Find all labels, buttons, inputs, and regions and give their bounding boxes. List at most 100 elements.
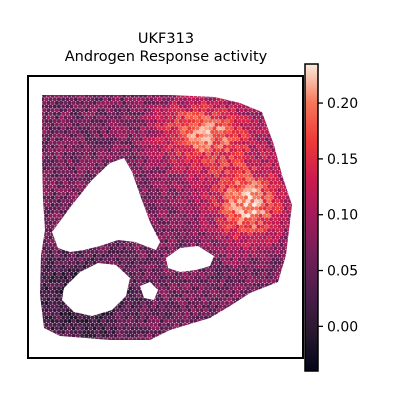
tissue-spot xyxy=(266,337,272,340)
tissue-spot xyxy=(176,224,181,229)
tissue-spot xyxy=(56,308,62,313)
tissue-spot xyxy=(231,217,236,222)
tissue-spot xyxy=(161,213,167,218)
tissue-spot xyxy=(182,337,188,340)
tissue-spot xyxy=(157,330,162,335)
tissue-spot xyxy=(111,242,116,247)
tissue-spot xyxy=(245,213,251,218)
tissue-spot xyxy=(212,315,217,320)
tissue-spot xyxy=(214,297,219,302)
tissue-spot xyxy=(46,95,51,98)
tissue-spot xyxy=(59,311,64,316)
tissue-spot xyxy=(138,129,143,135)
tissue-spot xyxy=(122,268,127,273)
tissue-spot xyxy=(65,322,70,327)
tissue-spot xyxy=(92,159,97,164)
tissue-spot xyxy=(63,108,68,113)
tissue-spot xyxy=(67,333,72,338)
tissue-spot xyxy=(178,184,183,189)
tissue-spot xyxy=(275,220,280,225)
tissue-spot xyxy=(84,260,89,265)
tissue-spot xyxy=(241,337,246,340)
tissue-spot xyxy=(218,289,223,295)
tissue-spot xyxy=(254,126,259,131)
tissue-spot xyxy=(132,155,137,160)
tissue-spot xyxy=(275,191,280,196)
tissue-spot xyxy=(241,271,246,276)
tissue-spot xyxy=(128,97,133,102)
tissue-spot xyxy=(153,300,158,306)
tissue-spot xyxy=(193,224,198,229)
tissue-spot xyxy=(260,246,265,251)
tissue-spot xyxy=(199,293,204,298)
tissue-spot xyxy=(258,111,263,116)
tissue-spot xyxy=(124,140,129,145)
tissue-spot xyxy=(199,177,204,182)
tissue-spot xyxy=(231,202,236,207)
tissue-spot xyxy=(54,100,60,105)
tissue-spot xyxy=(203,104,209,109)
tissue-spot xyxy=(203,148,209,153)
tissue-spot xyxy=(239,260,244,265)
tissue-spot xyxy=(233,330,238,335)
tissue-spot xyxy=(233,126,238,131)
tissue-spot xyxy=(281,100,286,105)
tissue-spot xyxy=(82,140,87,145)
tissue-spot xyxy=(56,206,62,211)
tissue-spot xyxy=(222,231,227,236)
tissue-spot xyxy=(164,246,169,251)
tissue-spot xyxy=(54,115,60,120)
tissue-spot xyxy=(243,144,248,149)
tissue-spot xyxy=(161,133,167,138)
tissue-spot xyxy=(90,97,95,102)
tissue-spot xyxy=(40,224,43,229)
tissue-spot xyxy=(203,169,209,175)
tissue-spot xyxy=(164,115,169,120)
tissue-spot xyxy=(166,148,171,153)
tissue-spot xyxy=(189,173,194,178)
tissue-spot xyxy=(174,337,179,340)
tissue-spot xyxy=(266,257,272,262)
tissue-spot xyxy=(237,140,242,145)
tissue-spot xyxy=(269,159,274,164)
tissue-spot xyxy=(231,108,236,113)
tissue-spot xyxy=(75,326,80,331)
tissue-spot xyxy=(73,337,78,340)
tissue-spot xyxy=(290,151,292,156)
tissue-spot xyxy=(44,126,49,131)
tissue-spot xyxy=(229,162,234,167)
tissue-spot xyxy=(96,326,101,331)
tissue-spot xyxy=(44,337,49,340)
tissue-spot xyxy=(189,144,194,149)
tissue-spot xyxy=(180,239,185,244)
tissue-spot xyxy=(71,122,76,127)
tissue-spot xyxy=(260,239,265,244)
tissue-spot xyxy=(292,286,296,290)
tissue-spot xyxy=(128,90,132,94)
tissue-spot xyxy=(77,184,83,189)
tissue-spot xyxy=(170,337,175,340)
tissue-spot xyxy=(283,169,288,175)
tissue-spot xyxy=(132,111,137,116)
tissue-spot xyxy=(172,297,177,302)
tissue-spot xyxy=(69,111,74,116)
tissue-spot xyxy=(77,97,83,102)
tissue-spot xyxy=(262,308,267,313)
tissue-spot xyxy=(229,111,234,116)
tissue-spot xyxy=(218,173,223,178)
tissue-spot xyxy=(197,333,202,338)
tissue-spot xyxy=(212,184,217,189)
tissue-spot xyxy=(195,322,200,327)
tissue-spot xyxy=(151,304,156,309)
tissue-spot xyxy=(275,90,279,94)
tissue-spot xyxy=(151,209,156,215)
tissue-spot xyxy=(290,144,292,149)
tissue-spot xyxy=(208,293,213,298)
tissue-spot xyxy=(94,140,99,145)
tissue-spot xyxy=(212,249,217,255)
tissue-spot xyxy=(275,140,280,145)
tissue-spot xyxy=(154,90,158,94)
tissue-spot xyxy=(86,90,90,94)
tissue-spot xyxy=(233,148,238,153)
tissue-spot xyxy=(113,100,118,105)
